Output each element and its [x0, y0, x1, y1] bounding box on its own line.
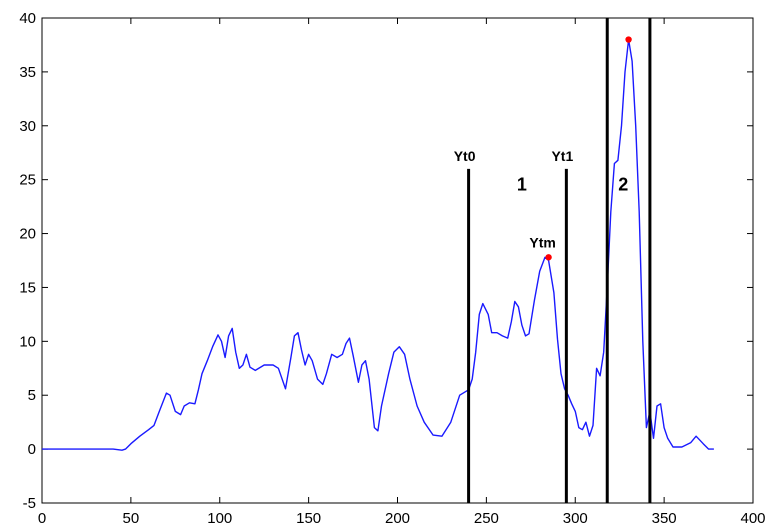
peak-point	[625, 36, 632, 43]
y-tick-label: -5	[23, 495, 36, 512]
x-tick-label: 350	[652, 510, 677, 527]
region-label: 2	[618, 174, 628, 194]
marker-label: Yt0	[454, 148, 476, 164]
x-tick-label: 50	[123, 510, 140, 527]
y-tick-label: 15	[19, 279, 36, 296]
y-tick-label: 5	[28, 387, 36, 404]
peak-point	[545, 254, 552, 261]
y-tick-label: 35	[19, 64, 36, 81]
y-tick-label: 25	[19, 172, 36, 189]
y-tick-label: 10	[19, 333, 36, 350]
y-tick-label: 30	[19, 118, 36, 135]
x-tick-label: 100	[207, 510, 232, 527]
x-tick-label: 0	[38, 510, 46, 527]
x-tick-label: 300	[563, 510, 588, 527]
series-line	[42, 38, 714, 451]
peak-label: Ytm	[529, 234, 555, 250]
x-tick-label: 250	[474, 510, 499, 527]
y-tick-label: 20	[19, 226, 36, 243]
marker-label: Yt1	[551, 148, 573, 164]
x-tick-label: 150	[296, 510, 321, 527]
y-tick-label: 40	[19, 10, 36, 27]
y-tick-label: 0	[28, 441, 36, 458]
region-label: 1	[517, 174, 527, 194]
x-tick-label: 200	[385, 510, 410, 527]
x-tick-label: 400	[740, 510, 765, 527]
